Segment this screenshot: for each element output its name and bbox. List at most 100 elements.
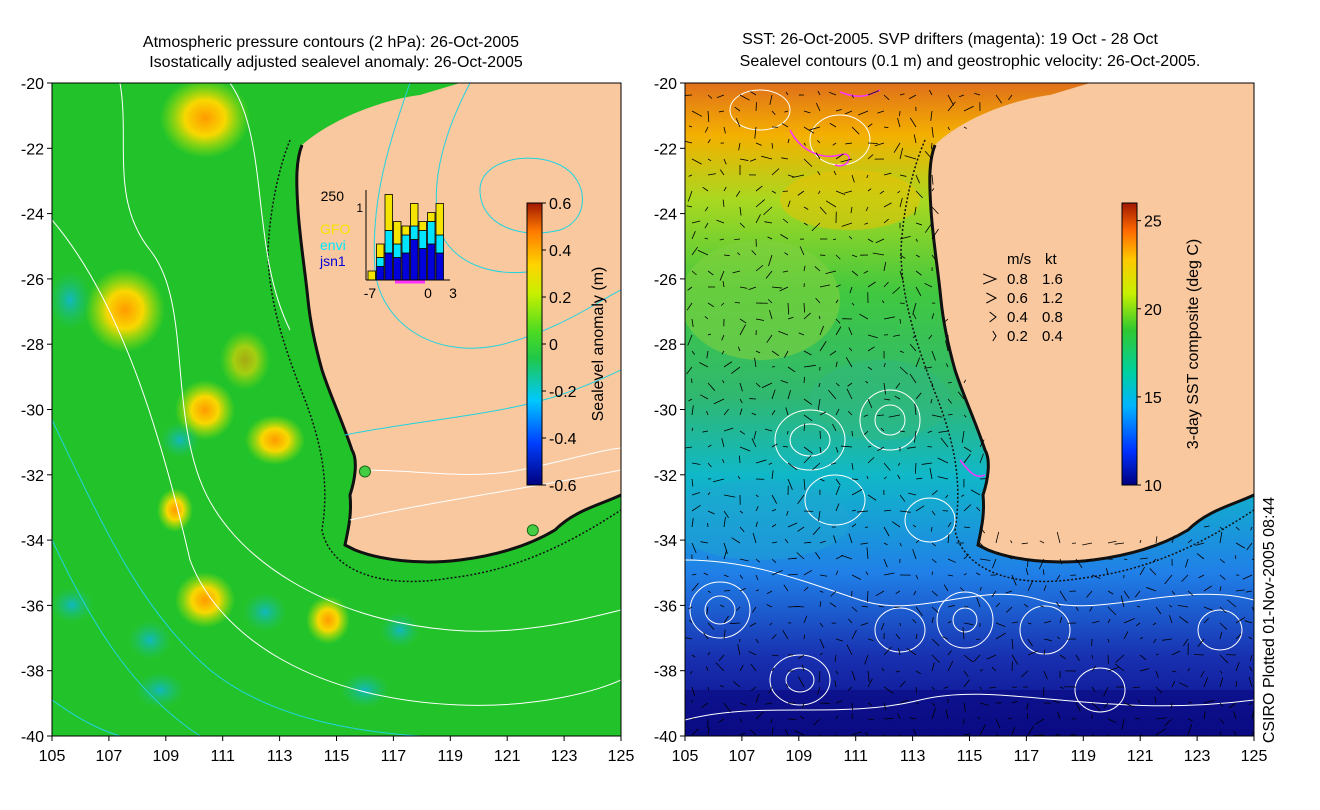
velocity-arrow [707, 270, 714, 276]
velocity-arrow [734, 238, 741, 241]
velocity-arrow [766, 334, 773, 343]
velocity-arrow [833, 535, 837, 544]
velocity-arrow [899, 302, 905, 304]
velocity-arrow [1251, 707, 1254, 720]
velocity-arrow [803, 222, 808, 226]
velocity-arrow [1005, 590, 1013, 594]
velocity-arrow [963, 733, 971, 736]
velocity-arrow [723, 510, 730, 519]
velocity-arrow [1057, 711, 1061, 720]
velocity-arrow [739, 510, 744, 514]
velocity-arrow [988, 686, 997, 689]
x-tick-label: 111 [211, 748, 235, 765]
velocity-arrow [1107, 590, 1114, 595]
velocity-arrow [818, 510, 821, 522]
jsn1-bar [410, 239, 419, 281]
velocity-arrow [851, 574, 862, 580]
velocity-arrow [721, 438, 725, 448]
x-tick-label: 107 [96, 748, 123, 765]
left-title-line2: Isostatically adjusted sealevel anomaly:… [149, 54, 523, 71]
velocity-arrow [723, 574, 729, 578]
velocity-arrow [688, 606, 693, 610]
velocity-arrow [707, 444, 712, 448]
velocity-arrow [706, 350, 709, 359]
velocity-arrow [892, 521, 901, 528]
velocity-arrow [755, 264, 764, 272]
velocity-arrow [1187, 590, 1194, 596]
x-tick-label: 105 [672, 748, 699, 765]
velocity-arrow [931, 616, 934, 624]
velocity-arrow [771, 494, 778, 504]
velocity-arrow [735, 190, 741, 197]
velocity-arrow [771, 142, 774, 149]
velocity-arrow [1203, 711, 1206, 720]
inset-xtick: 3 [449, 285, 457, 301]
velocity-arrow [867, 670, 870, 683]
gfo-bar [367, 270, 376, 281]
velocity-arrow [979, 724, 986, 736]
x-tick-label: 111 [844, 748, 868, 765]
velocity-arrow [1052, 700, 1061, 704]
velocity-arrow [879, 190, 885, 195]
velocity-arrow [848, 236, 853, 240]
velocity-arrow [691, 318, 694, 328]
pressure-contour [349, 469, 621, 521]
sst-patch [780, 170, 920, 230]
velocity-arrow [819, 206, 827, 215]
velocity-arrow [880, 622, 885, 630]
velocity-arrow [830, 590, 837, 597]
velocity-arrow [1027, 725, 1034, 736]
velocity-arrow [963, 453, 971, 464]
velocity-arrow [1075, 654, 1080, 662]
tide-gauge-fremantle [358, 465, 371, 478]
velocity-arrow [851, 670, 856, 681]
velocity-arrow [755, 350, 761, 354]
velocity-arrow [737, 475, 741, 480]
velocity-arrow [963, 553, 970, 560]
velocity-arrow [1219, 731, 1222, 736]
velocity-arrow [787, 316, 794, 320]
velocity-arrow [845, 142, 853, 145]
envi-bar [401, 234, 410, 254]
legend-jsn1: jsn1 [319, 253, 346, 269]
velocity-arrow [707, 686, 710, 691]
velocity-arrow [688, 174, 693, 177]
velocity-arrow [1023, 603, 1029, 608]
velocity-arrow [1178, 682, 1189, 688]
velocity-arrow [883, 94, 890, 101]
velocity-arrow [723, 408, 729, 416]
velocity-arrow [750, 663, 757, 672]
velocity-arrow [780, 380, 789, 384]
velocity-arrow [771, 524, 777, 528]
velocity-arrow [801, 702, 805, 709]
colorbar-tick-label: 15 [1144, 390, 1162, 407]
inset-bars [367, 194, 444, 281]
velocity-arrow [835, 408, 840, 416]
velocity-arrow [929, 89, 933, 96]
velocity-arrow [1219, 622, 1228, 630]
velocity-arrow [1091, 620, 1100, 624]
velocity-arrow [739, 286, 748, 289]
velocity-arrow [785, 683, 789, 688]
inset-top-label: 250 [321, 188, 345, 204]
velocity-arrow [963, 622, 974, 626]
velocity-arrow [1248, 676, 1253, 688]
velocity-arrow [947, 522, 952, 528]
jsn1-bar [401, 252, 410, 281]
jsn1-bar [393, 257, 402, 281]
velocity-arrow [723, 517, 726, 528]
velocity-arrow [739, 398, 743, 404]
velocity-arrow [1091, 702, 1101, 711]
velocity-arrow [1246, 542, 1253, 551]
y-tick-label: -28 [654, 337, 677, 354]
velocity-arrow [690, 670, 693, 675]
velocity-arrow [947, 604, 955, 608]
velocity-arrow [995, 734, 1003, 736]
velocity-arrow [818, 670, 821, 683]
velocity-arrow [739, 732, 745, 736]
velocity-arrow [803, 398, 813, 405]
velocity-arrow [722, 199, 725, 208]
velocity-arrow [787, 573, 798, 576]
velocity-arrow [739, 206, 742, 216]
velocity-arrow [764, 702, 773, 705]
